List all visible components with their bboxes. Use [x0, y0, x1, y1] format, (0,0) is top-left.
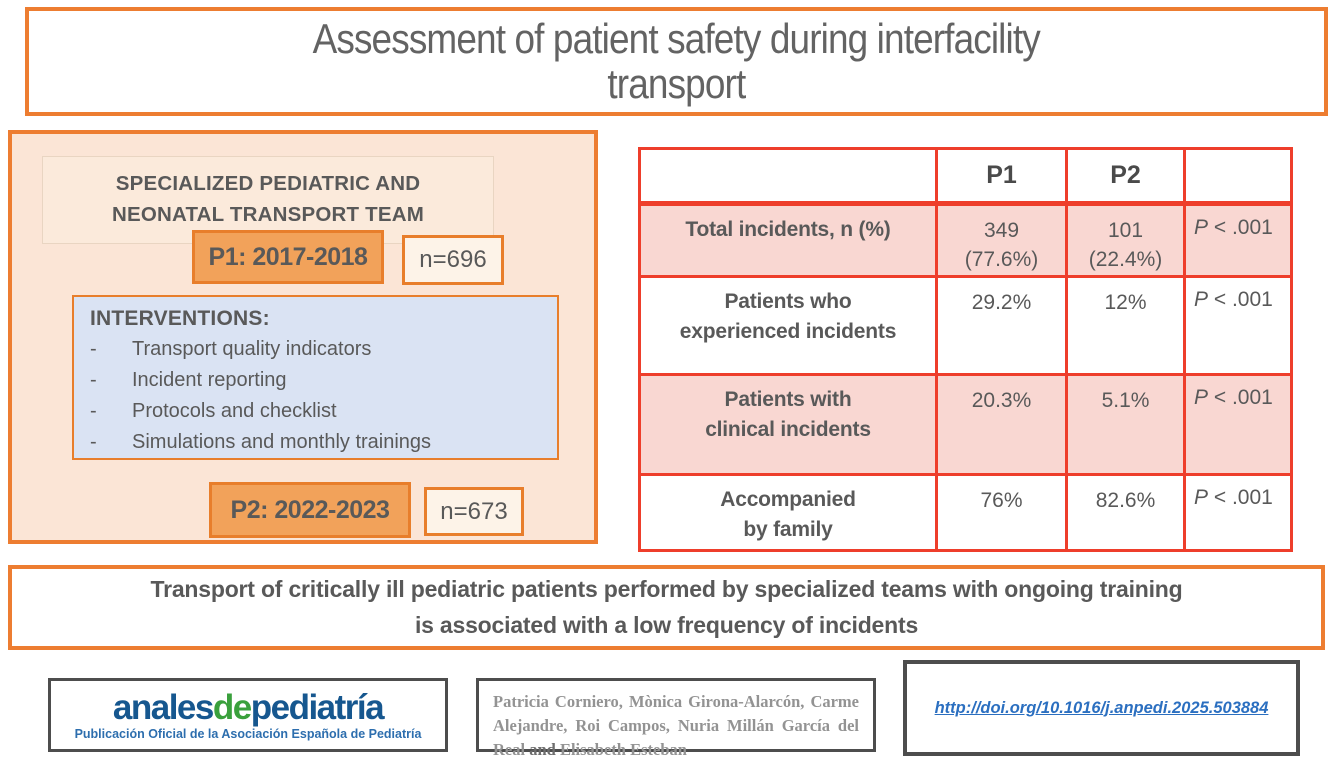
table-row: Patients with clinical incidents 20.3% 5…	[638, 373, 1293, 476]
p-threshold: < .001	[1208, 216, 1273, 239]
header-p2: P2	[1065, 147, 1186, 206]
header-empty-cell	[638, 147, 938, 206]
cell-p2-value: 101 (22.4%)	[1065, 202, 1186, 278]
doi-box: http://doi.org/10.1016/j.anpedi.2025.503…	[903, 660, 1300, 756]
cell-p-value: P < .001	[1183, 202, 1293, 278]
sample-size-p1: n=696	[419, 246, 487, 273]
interventions-box: INTERVENTIONS: - Transport quality indic…	[72, 295, 559, 460]
conclusion-line1: Transport of critically ill pediatric pa…	[150, 575, 1183, 602]
intervention-label: Incident reporting	[132, 369, 287, 391]
cell-p-value: P < .001	[1183, 275, 1293, 376]
period-p2-label: P2: 2022-2023	[230, 495, 390, 524]
period-p1-box: P1: 2017-2018	[192, 230, 384, 284]
logo-part-anales: anales	[112, 687, 214, 727]
cell-p1-value: 20.3%	[935, 373, 1068, 476]
page-title-line2: transport	[607, 59, 747, 107]
row-label: Patients with clinical incidents	[638, 373, 938, 476]
value-main: 349	[983, 219, 1020, 242]
table-row: Patients who experienced incidents 29.2%…	[638, 275, 1293, 376]
cell-p2-value: 5.1%	[1065, 373, 1186, 476]
row-label: Patients who experienced incidents	[638, 275, 938, 376]
intervention-label: Transport quality indicators	[132, 338, 372, 360]
p-symbol: P	[1194, 486, 1209, 509]
value-main: 76%	[980, 489, 1023, 512]
logo-part-de: de	[212, 687, 252, 727]
row-label: Total incidents, n (%)	[638, 202, 938, 278]
authors-before-and: Patricia Corniero, Mònica Girona-Alarcón…	[493, 692, 859, 759]
row-label-line1: Patients with	[724, 388, 852, 411]
value-main: 101	[1107, 219, 1144, 242]
value-sub: (77.6%)	[964, 248, 1039, 272]
value-main: 5.1%	[1101, 389, 1150, 412]
team-heading: SPECIALIZED PEDIATRIC AND NEONATAL TRANS…	[111, 172, 425, 226]
authors-and: and	[529, 739, 556, 759]
logo-part-pediatria: pediatría	[250, 687, 385, 727]
value-sub: (22.4%)	[1088, 248, 1163, 272]
conclusion-banner: Transport of critically ill pediatric pa…	[8, 565, 1325, 650]
p-symbol: P	[1194, 216, 1209, 239]
journal-logo: analesdepediatría	[112, 687, 385, 727]
team-heading-box: SPECIALIZED PEDIATRIC AND NEONATAL TRANS…	[42, 156, 494, 244]
list-dash: -	[90, 431, 97, 453]
row-label: Accompanied by family	[638, 473, 938, 552]
p-threshold: < .001	[1208, 486, 1273, 509]
row-label-line1: Accompanied	[720, 488, 856, 511]
cell-p-value: P < .001	[1183, 473, 1293, 552]
list-item: - Transport quality indicators	[90, 334, 549, 365]
doi-link[interactable]: http://doi.org/10.1016/j.anpedi.2025.503…	[934, 698, 1269, 717]
table-row: Accompanied by family 76% 82.6% P < .001	[638, 473, 1293, 552]
transport-team-panel: SPECIALIZED PEDIATRIC AND NEONATAL TRANS…	[8, 130, 598, 544]
results-table: P1 P2 Total incidents, n (%) 349 (77.6%)…	[638, 147, 1293, 552]
cell-p2-value: 82.6%	[1065, 473, 1186, 552]
p-threshold: < .001	[1208, 386, 1273, 409]
list-item: - Protocols and checklist	[90, 396, 549, 427]
interventions-heading: INTERVENTIONS:	[90, 307, 270, 330]
table-row: Total incidents, n (%) 349 (77.6%) 101 (…	[638, 202, 1293, 278]
value-main: 12%	[1104, 291, 1147, 314]
p-symbol: P	[1194, 288, 1209, 311]
row-label-line2: experienced incidents	[679, 320, 897, 344]
journal-logo-box: analesdepediatría Publicación Oficial de…	[48, 678, 448, 752]
cell-p-value: P < .001	[1183, 373, 1293, 476]
cell-p1-value: 349 (77.6%)	[935, 202, 1068, 278]
title-box: Assessment of patient safety during inte…	[25, 7, 1328, 116]
value-main: 82.6%	[1095, 489, 1156, 512]
header-pvalue-cell	[1183, 147, 1293, 206]
journal-subtitle: Publicación Oficial de la Asociación Esp…	[74, 726, 422, 741]
conclusion-line2: is associated with a low frequency of in…	[414, 611, 919, 638]
author-list: Patricia Corniero, Mònica Girona-Alarcón…	[493, 690, 859, 762]
row-label-line2: clinical incidents	[705, 418, 871, 442]
intervention-label: Protocols and checklist	[132, 400, 337, 422]
period-p1-label: P1: 2017-2018	[208, 242, 368, 271]
row-label-line1: Total incidents, n (%)	[685, 218, 891, 241]
list-dash: -	[90, 369, 97, 391]
intervention-label: Simulations and monthly trainings	[132, 431, 432, 453]
p-symbol: P	[1194, 386, 1209, 409]
row-label-line1: Patients who	[724, 290, 852, 313]
list-item: - Simulations and monthly trainings	[90, 427, 549, 458]
list-dash: -	[90, 338, 97, 360]
page-title-line1: Assessment of patient safety during inte…	[312, 14, 1041, 62]
value-main: 29.2%	[971, 291, 1032, 314]
table-header-row: P1 P2	[638, 147, 1293, 206]
value-main: 20.3%	[971, 389, 1032, 412]
sample-size-p2: n=673	[440, 497, 508, 525]
p-threshold: < .001	[1208, 288, 1273, 311]
cell-p1-value: 29.2%	[935, 275, 1068, 376]
header-p1: P1	[935, 147, 1068, 206]
row-label-line2: by family	[743, 518, 833, 542]
sample-size-p2-box: n=673	[424, 487, 524, 536]
cell-p1-value: 76%	[935, 473, 1068, 552]
authors-box: Patricia Corniero, Mònica Girona-Alarcón…	[476, 678, 876, 759]
period-p2-box: P2: 2022-2023	[209, 482, 411, 538]
list-item: - Incident reporting	[90, 365, 549, 396]
sample-size-p1-box: n=696	[402, 235, 504, 285]
list-dash: -	[90, 400, 97, 422]
authors-after-and: Elisabeth Esteban	[555, 739, 687, 759]
cell-p2-value: 12%	[1065, 275, 1186, 376]
